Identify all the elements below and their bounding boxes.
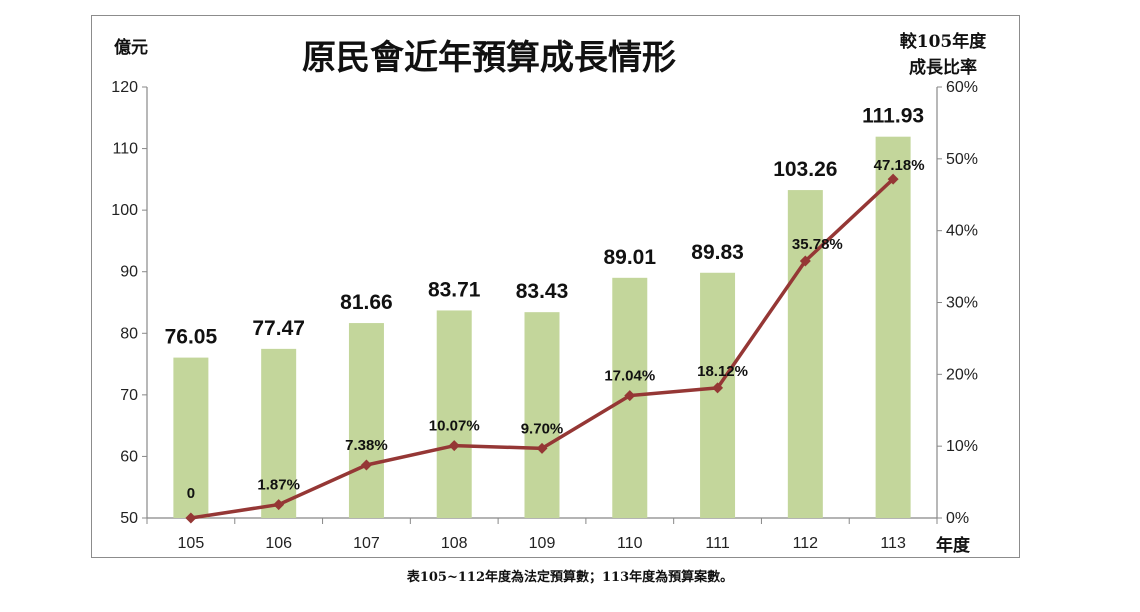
y-left-tick-label: 80 [120, 325, 138, 342]
line-value-label: 10.07% [429, 418, 480, 435]
line-point [185, 512, 197, 524]
bar [787, 190, 823, 519]
line-value-label: 0 [187, 485, 195, 502]
y-left-tick-label: 100 [111, 202, 138, 219]
y-left-tick-label: 70 [120, 387, 138, 404]
line-point [448, 440, 460, 452]
y-right-unit-line1: 較105年度 [900, 31, 987, 52]
bar-value-label: 83.43 [516, 280, 569, 303]
x-tick-label: 108 [441, 535, 468, 552]
chart-title: 原民會近年預算成長情形 [302, 38, 676, 78]
y-right-tick-label: 0% [946, 510, 969, 527]
x-tick-label: 109 [529, 535, 556, 552]
line-value-label: 35.78% [792, 236, 843, 253]
bar [261, 348, 297, 518]
footnote: 表105~112年度為法定預算數；113年度為預算案數。 [406, 570, 734, 585]
line-point [360, 459, 372, 471]
line-point [799, 255, 811, 267]
y-left-tick-label: 60 [120, 448, 138, 465]
line-point [273, 499, 285, 511]
x-tick-label: 111 [705, 535, 729, 552]
x-tick-label: 112 [793, 535, 819, 552]
bar-value-label: 89.83 [691, 241, 744, 264]
bar-value-label: 89.01 [603, 246, 656, 269]
bar [524, 312, 560, 518]
line-value-label: 1.87% [257, 477, 300, 494]
bar [348, 323, 384, 518]
line-point [712, 382, 724, 394]
line-point [536, 442, 548, 454]
y-right-tick-label: 60% [946, 79, 978, 96]
y-left-tick-label: 90 [120, 264, 138, 281]
bar [173, 357, 209, 518]
x-tick-label: 110 [617, 535, 643, 552]
y-right-unit-line2: 成長比率 [909, 57, 977, 78]
line-value-label: 17.04% [604, 368, 655, 385]
line-point [624, 390, 636, 402]
bar-value-label: 83.71 [428, 278, 481, 301]
y-right-tick-label: 20% [946, 366, 978, 383]
x-tick-label: 105 [178, 535, 205, 552]
bar [700, 272, 736, 518]
line-value-label: 9.70% [521, 420, 564, 437]
bar-value-label: 81.66 [340, 291, 393, 314]
bar [436, 310, 472, 518]
bar-value-label: 76.05 [165, 326, 218, 349]
y-right-tick-label: 40% [946, 223, 978, 240]
line-value-label: 47.18% [874, 157, 925, 174]
y-left-tick-label: 120 [111, 79, 138, 96]
y-right-tick-label: 50% [946, 151, 978, 168]
bar-value-label: 103.26 [773, 158, 837, 181]
x-tick-label: 113 [880, 535, 906, 552]
bar-value-label: 111.93 [862, 105, 924, 128]
y-right-tick-label: 30% [946, 295, 978, 312]
y-right-tick-label: 10% [946, 438, 978, 455]
bar [875, 136, 911, 518]
chart-frame: 原民會近年預算成長情形 億元 較105年度 成長比率年度 50 60 70 80 90 100 11… [91, 15, 1020, 558]
line-value-label: 7.38% [345, 437, 388, 454]
y-left-tick-label: 50 [120, 510, 138, 527]
bar-value-label: 77.47 [252, 317, 305, 340]
x-axis-unit: 年度 [936, 535, 971, 556]
x-tick-label: 107 [353, 535, 380, 552]
line-value-label: 18.12% [697, 363, 748, 380]
line-point [887, 173, 899, 185]
x-tick-label: 106 [265, 535, 292, 552]
y-left-unit: 億元 [114, 37, 148, 58]
y-left-tick-label: 110 [112, 141, 138, 158]
